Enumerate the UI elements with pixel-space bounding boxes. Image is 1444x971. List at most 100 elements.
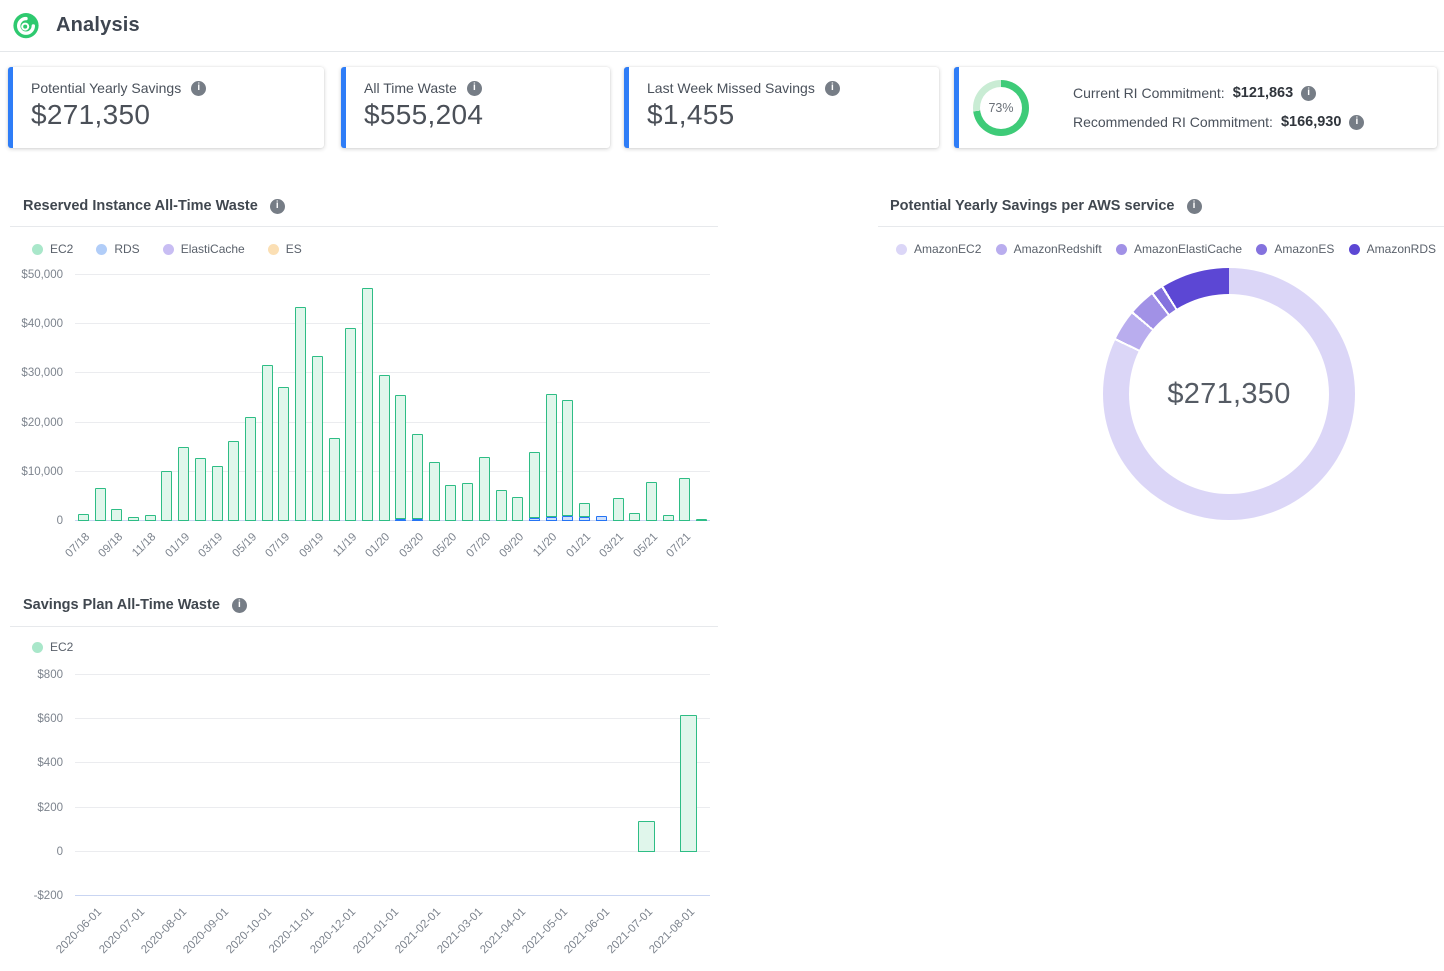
chart-title-text: Savings Plan All-Time Waste bbox=[23, 597, 220, 613]
bar-09/18[interactable] bbox=[111, 509, 123, 521]
bar-segment-EC2 bbox=[361, 287, 373, 521]
bar-segment-RDS bbox=[562, 516, 574, 521]
y-axis-tick-label: $600 bbox=[37, 713, 63, 726]
bar-06/21[interactable] bbox=[662, 515, 674, 521]
bar-05/21[interactable] bbox=[646, 482, 657, 521]
bar-segment-EC2 bbox=[211, 465, 223, 521]
bar-11/18[interactable] bbox=[144, 515, 156, 521]
legend-dot-icon bbox=[96, 243, 108, 255]
legend-item-EC2[interactable]: EC2 bbox=[32, 640, 73, 654]
bar-segment-RDS bbox=[412, 518, 424, 521]
x-axis-tick-label: 07/20 bbox=[464, 531, 493, 560]
bar-06/19[interactable] bbox=[261, 365, 273, 521]
legend-item-ES[interactable]: ES bbox=[267, 242, 302, 256]
bar-09/19[interactable] bbox=[311, 355, 323, 521]
bar-10/20[interactable] bbox=[529, 452, 541, 521]
bar-segment-EC2 bbox=[228, 440, 240, 521]
card-last-week-missed-savings: Last Week Missed Savings i $1,455 bbox=[624, 67, 939, 148]
donut-chart[interactable]: $271,350 bbox=[1103, 268, 1355, 520]
bar-02/20[interactable] bbox=[395, 394, 407, 521]
bar-03/20[interactable] bbox=[412, 433, 424, 521]
info-icon[interactable]: i bbox=[1349, 114, 1365, 130]
bar-segment-EC2 bbox=[612, 497, 624, 521]
bar-segment-RDS bbox=[579, 517, 591, 521]
legend-item-AmazonRDS[interactable]: AmazonRDS bbox=[1348, 242, 1436, 256]
bar-05/19[interactable] bbox=[244, 416, 256, 521]
legend-item-ElastiCache[interactable]: ElastiCache bbox=[162, 242, 245, 256]
spot-logo-icon bbox=[13, 12, 39, 38]
legend-item-AmazonEC2[interactable]: AmazonEC2 bbox=[896, 242, 981, 256]
card-value: $555,204 bbox=[364, 99, 484, 130]
info-icon[interactable]: i bbox=[1186, 198, 1202, 214]
legend-dot-icon bbox=[896, 243, 907, 255]
bar-07/19[interactable] bbox=[278, 386, 290, 521]
x-axis-labels: 07/18 09/18 11/18 01/19 03/19 05/19 07/19 09/19… bbox=[63, 521, 710, 587]
bar-segment-EC2 bbox=[127, 516, 139, 521]
bar-07/21[interactable] bbox=[679, 478, 691, 521]
card-value: $1,455 bbox=[647, 99, 735, 130]
chart-title: Savings Plan All-Time Waste i bbox=[23, 597, 247, 613]
legend-item-AmazonRedshift[interactable]: AmazonRedshift bbox=[995, 242, 1102, 256]
info-icon[interactable]: i bbox=[191, 80, 207, 96]
info-icon[interactable]: i bbox=[269, 198, 285, 214]
legend-label: ES bbox=[285, 242, 302, 256]
bar-06/20[interactable] bbox=[462, 482, 474, 521]
bar-segment-EC2 bbox=[638, 820, 655, 852]
x-axis-tick-label: 03/20 bbox=[397, 531, 427, 560]
bar-11/20[interactable] bbox=[545, 394, 557, 521]
bar-02/19[interactable] bbox=[194, 458, 206, 521]
bar-11/19[interactable] bbox=[345, 328, 357, 521]
x-axis-tick-label: 01/21 bbox=[564, 531, 594, 560]
bar-10/18[interactable] bbox=[127, 516, 139, 521]
legend-item-AmazonElastiCache[interactable]: AmazonElastiCache bbox=[1115, 242, 1242, 256]
bar-2021-08-01[interactable] bbox=[680, 714, 698, 852]
bar-01/19[interactable] bbox=[178, 447, 190, 521]
info-icon[interactable]: i bbox=[466, 80, 482, 96]
x-axis-tick-label: 11/19 bbox=[330, 531, 360, 560]
current-ri-commitment-row: Current RI Commitment: $121,863 i bbox=[1073, 85, 1364, 101]
x-axis-tick-label: 05/20 bbox=[430, 531, 460, 560]
gridline: $800 bbox=[37, 669, 710, 681]
bar-05/20[interactable] bbox=[445, 485, 457, 521]
bar-12/19[interactable] bbox=[361, 287, 373, 521]
gridline: $200 bbox=[37, 802, 710, 814]
x-axis-tick-label: 01/20 bbox=[363, 531, 393, 560]
bar-08/21[interactable] bbox=[696, 519, 708, 521]
legend-item-RDS[interactable]: RDS bbox=[96, 242, 140, 256]
card-label-text: Potential Yearly Savings bbox=[31, 80, 182, 96]
bar-07/18[interactable] bbox=[77, 513, 89, 521]
info-icon[interactable]: i bbox=[1301, 85, 1317, 101]
bar-04/21[interactable] bbox=[629, 513, 641, 521]
bar-02/21[interactable] bbox=[595, 515, 607, 521]
bar-03/19[interactable] bbox=[211, 465, 223, 521]
bar-04/19[interactable] bbox=[228, 440, 240, 521]
card-label-text: Last Week Missed Savings bbox=[647, 80, 815, 96]
bar-12/20[interactable] bbox=[562, 399, 574, 521]
commit-value: $121,863 bbox=[1232, 85, 1294, 101]
bar-01/20[interactable] bbox=[378, 374, 390, 521]
info-icon[interactable]: i bbox=[824, 80, 840, 96]
bar-09/20[interactable] bbox=[512, 497, 524, 521]
bar-segment-EC2 bbox=[696, 519, 708, 521]
bar-segment-EC2 bbox=[111, 509, 123, 521]
bar-01/21[interactable] bbox=[579, 503, 591, 521]
bar-12/18[interactable] bbox=[161, 470, 173, 521]
x-axis-tick-label: 11/20 bbox=[531, 531, 560, 560]
bar-2021-07-01[interactable] bbox=[638, 820, 655, 852]
bar-07/20[interactable] bbox=[478, 457, 490, 521]
bar-03/21[interactable] bbox=[612, 497, 624, 521]
bar-segment-EC2 bbox=[144, 515, 156, 521]
bar-10/19[interactable] bbox=[328, 438, 340, 521]
bar-08/19[interactable] bbox=[295, 307, 307, 521]
bar-segment-EC2 bbox=[662, 515, 674, 521]
bar-08/18[interactable] bbox=[94, 487, 106, 521]
legend-item-AmazonES[interactable]: AmazonES bbox=[1256, 242, 1334, 256]
bar-segment-EC2 bbox=[679, 478, 691, 521]
info-icon[interactable]: i bbox=[231, 597, 247, 613]
bar-04/20[interactable] bbox=[428, 461, 440, 521]
bar-08/20[interactable] bbox=[495, 490, 507, 521]
divider bbox=[10, 626, 718, 627]
legend-item-EC2[interactable]: EC2 bbox=[32, 242, 73, 256]
x-axis-tick-label: 11/18 bbox=[130, 531, 159, 560]
